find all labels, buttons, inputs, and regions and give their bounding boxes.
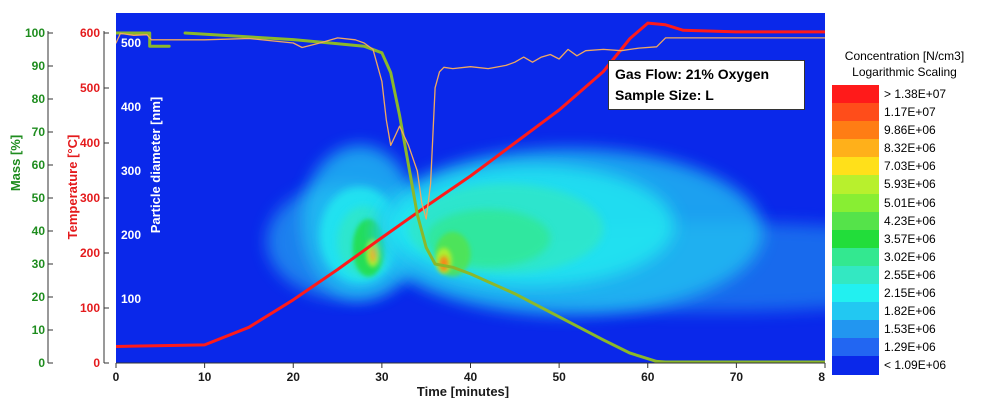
legend-label: 1.17E+07 xyxy=(884,105,936,120)
y-tick-label-0-9: 90 xyxy=(32,59,46,73)
x-tick-label-4: 40 xyxy=(464,370,478,384)
legend-swatch xyxy=(832,247,879,266)
y-tick-label-0-2: 20 xyxy=(32,290,46,304)
legend-swatch xyxy=(832,229,879,248)
x-tick-label-7: 70 xyxy=(730,370,744,384)
y-tick-label-0-1: 10 xyxy=(32,323,46,337)
legend-label: 2.55E+06 xyxy=(884,267,936,282)
legend-entry: 5.93E+06 xyxy=(832,175,981,194)
y-axis-title-1: Temperature [°C] xyxy=(65,135,80,240)
legend-entry: 9.86E+06 xyxy=(832,121,981,140)
legend-entry: 2.55E+06 xyxy=(832,265,981,285)
legend: Concentration [N/cm3] Logarithmic Scalin… xyxy=(828,40,981,398)
x-tick-label-8: 8 xyxy=(818,370,825,384)
y-tick-label-1-0: 0 xyxy=(93,356,100,370)
legend-swatch xyxy=(832,338,879,357)
legend-swatch xyxy=(832,157,879,176)
series-line-2 xyxy=(116,31,171,48)
y-tick-label-0-0: 0 xyxy=(38,356,45,370)
y-tick-label-1-6: 600 xyxy=(80,26,100,40)
legend-swatch xyxy=(832,211,879,230)
y-tick-label-1-1: 100 xyxy=(80,301,100,315)
legend-entry: 1.29E+06 xyxy=(832,338,981,357)
x-tick-label-1: 10 xyxy=(198,370,212,384)
y-tick-label-2-1: 200 xyxy=(121,228,141,242)
y-axis-title-2: Particle diameter [nm] xyxy=(148,97,163,234)
legend-list: > 1.38E+07 1.17E+07 9.86E+06 8.32E+06 7.03E+… xyxy=(832,85,981,375)
legend-title-line-2: Logarithmic Scaling xyxy=(852,65,957,79)
legend-entry: 5.01E+06 xyxy=(832,193,981,212)
y-tick-label-0-3: 30 xyxy=(32,257,46,271)
y-tick-label-0-7: 70 xyxy=(32,125,46,139)
legend-label: 9.86E+06 xyxy=(884,123,936,138)
legend-swatch xyxy=(832,265,879,285)
y-tick-label-1-2: 200 xyxy=(80,246,100,260)
legend-label: 8.32E+06 xyxy=(884,141,936,156)
legend-swatch xyxy=(832,356,879,375)
legend-entry: 1.82E+06 xyxy=(832,302,981,321)
y-tick-label-1-4: 400 xyxy=(80,136,100,150)
legend-label: 1.82E+06 xyxy=(884,304,936,319)
legend-entry: 2.15E+06 xyxy=(832,284,981,303)
legend-entry: > 1.38E+07 xyxy=(832,85,981,104)
legend-label: 1.29E+06 xyxy=(884,340,936,355)
y-tick-label-2-0: 100 xyxy=(121,292,141,306)
legend-entry: 3.57E+06 xyxy=(832,229,981,248)
legend-label: > 1.38E+07 xyxy=(884,87,947,101)
y-tick-label-0-6: 60 xyxy=(32,158,46,172)
legend-swatch xyxy=(832,121,879,140)
series-line-3 xyxy=(116,32,825,220)
legend-label: 1.53E+06 xyxy=(884,322,936,337)
y-tick-label-2-4: 500 xyxy=(121,36,141,50)
y-tick-label-1-3: 300 xyxy=(80,191,100,205)
legend-title-line-1: Concentration [N/cm3] xyxy=(844,49,965,63)
legend-entry: 1.17E+07 xyxy=(832,103,981,122)
annotation-box: Gas Flow: 21% Oxygen Sample Size: L xyxy=(608,60,805,110)
legend-swatch xyxy=(832,302,879,321)
legend-swatch xyxy=(832,175,879,194)
legend-label: 5.93E+06 xyxy=(884,177,936,192)
x-tick-label-2: 20 xyxy=(287,370,301,384)
y-tick-label-2-3: 400 xyxy=(121,100,141,114)
legend-label: 3.02E+06 xyxy=(884,249,936,264)
legend-entry: < 1.09E+06 xyxy=(832,356,981,375)
legend-entry: 7.03E+06 xyxy=(832,157,981,176)
legend-entry: 1.53E+06 xyxy=(832,320,981,339)
legend-label: 4.23E+06 xyxy=(884,213,936,228)
y-tick-label-0-5: 50 xyxy=(32,191,46,205)
x-tick-label-0: 0 xyxy=(113,370,120,384)
legend-entry: 4.23E+06 xyxy=(832,211,981,230)
legend-label: < 1.09E+06 xyxy=(884,358,947,373)
x-tick-label-5: 50 xyxy=(552,370,566,384)
legend-swatch xyxy=(832,193,879,212)
legend-swatch xyxy=(832,320,879,339)
legend-entry: 8.32E+06 xyxy=(832,139,981,158)
legend-title: Concentration [N/cm3] Logarithmic Scalin… xyxy=(828,48,981,80)
y-tick-label-0-8: 80 xyxy=(32,92,46,106)
y-tick-label-1-5: 500 xyxy=(80,81,100,95)
legend-swatch xyxy=(832,103,879,122)
legend-swatch xyxy=(832,284,879,303)
annotation-sample-size: Sample Size: L xyxy=(615,87,714,103)
annotation-gas-flow: Gas Flow: 21% Oxygen xyxy=(615,66,770,82)
contour-right-peak xyxy=(439,256,449,272)
y-axis-title-0: Mass [%] xyxy=(8,135,23,191)
y-tick-label-2-2: 300 xyxy=(121,164,141,178)
x-tick-label-6: 60 xyxy=(641,370,655,384)
x-tick-label-3: 30 xyxy=(375,370,389,384)
contour-left-peak xyxy=(369,246,377,262)
y-tick-label-0-4: 40 xyxy=(32,224,46,238)
series-line-0 xyxy=(116,21,825,348)
legend-label: 3.57E+06 xyxy=(884,231,936,246)
series-line-1 xyxy=(183,31,825,363)
legend-label: 5.01E+06 xyxy=(884,195,936,210)
legend-swatch xyxy=(832,139,879,158)
x-axis-title: Time [minutes] xyxy=(417,384,509,398)
y-tick-label-0-10: 100 xyxy=(25,26,45,40)
legend-entry: 3.02E+06 xyxy=(832,247,981,266)
legend-swatch xyxy=(832,85,879,104)
legend-label: 7.03E+06 xyxy=(884,159,936,174)
legend-label: 2.15E+06 xyxy=(884,286,936,301)
